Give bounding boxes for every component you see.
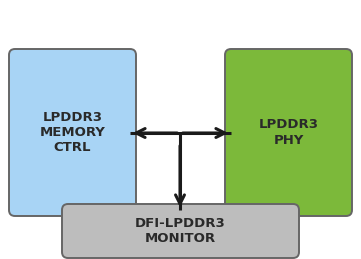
FancyBboxPatch shape	[9, 49, 136, 216]
FancyBboxPatch shape	[62, 204, 299, 258]
FancyBboxPatch shape	[225, 49, 352, 216]
Text: LPDDR3
MEMORY
CTRL: LPDDR3 MEMORY CTRL	[40, 111, 105, 154]
Text: LPDDR3
PHY: LPDDR3 PHY	[258, 119, 318, 147]
Text: DFI-LPDDR3
MONITOR: DFI-LPDDR3 MONITOR	[135, 217, 226, 245]
